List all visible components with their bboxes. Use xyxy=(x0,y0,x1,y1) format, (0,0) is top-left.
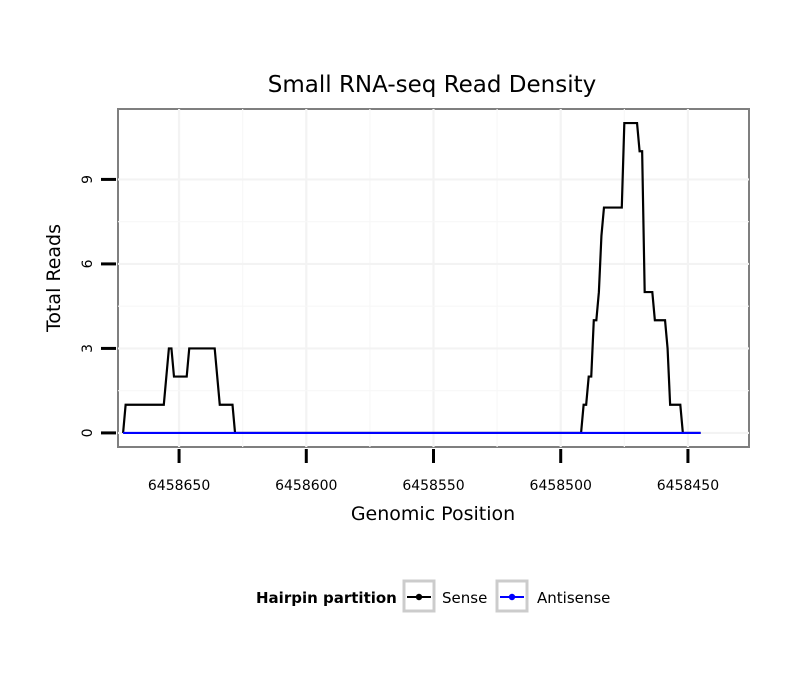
legend-label-sense: Sense xyxy=(442,589,487,607)
x-tick-label-2: 6458550 xyxy=(402,478,464,494)
x-axis-title: Genomic Position xyxy=(351,503,515,525)
x-axis: 6458650 6458600 6458550 6458500 6458450 xyxy=(148,449,719,494)
y-tick-label-2: 6 xyxy=(80,259,96,268)
legend-item-antisense: Antisense xyxy=(495,579,610,613)
x-tick-label-0: 6458650 xyxy=(148,478,210,494)
x-tick-label-4: 6458450 xyxy=(657,478,719,494)
y-tick-label-3: 9 xyxy=(80,175,96,184)
legend-item-sense: Sense xyxy=(402,579,487,613)
x-tick-label-1: 6458600 xyxy=(275,478,337,494)
chart-title: Small RNA-seq Read Density xyxy=(268,72,597,98)
x-tick-label-3: 6458500 xyxy=(530,478,592,494)
series-line-sense xyxy=(121,121,701,435)
legend-point-sense xyxy=(415,593,423,601)
legend-label-antisense: Antisense xyxy=(537,589,610,607)
legend-title: Hairpin partition xyxy=(256,589,397,607)
legend: Hairpin partition Sense Antisense xyxy=(256,579,610,613)
y-tick-label-1: 3 xyxy=(80,344,96,353)
y-tick-label-0: 0 xyxy=(80,428,96,437)
y-axis: 0 3 6 9 xyxy=(80,175,116,437)
y-axis-title: Total Reads xyxy=(43,224,65,333)
series-layer xyxy=(121,121,701,435)
legend-point-antisense xyxy=(508,593,516,601)
